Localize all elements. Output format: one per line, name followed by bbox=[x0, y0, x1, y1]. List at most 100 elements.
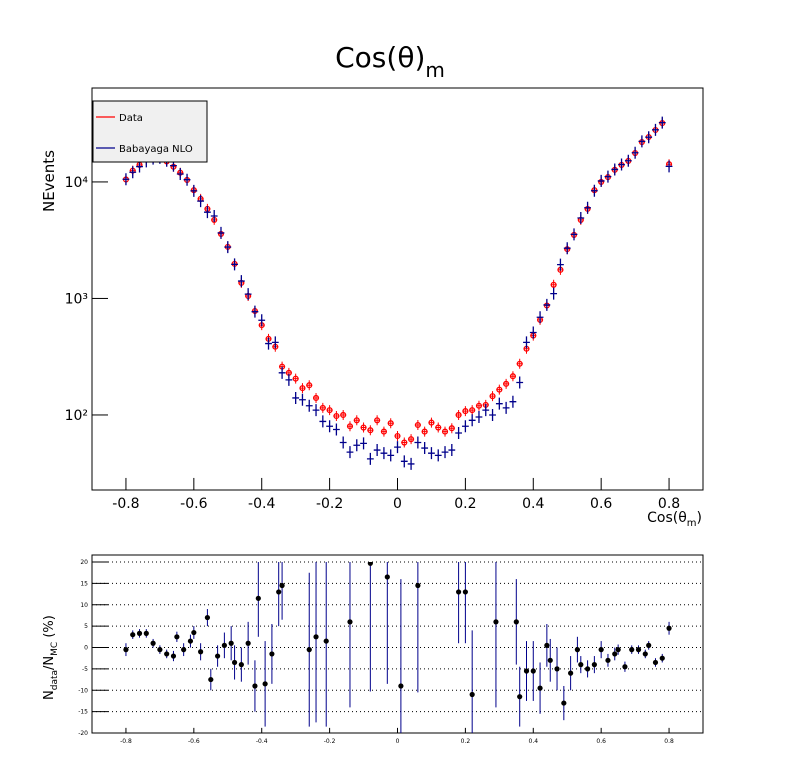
data-point bbox=[441, 428, 449, 435]
mc-point bbox=[176, 167, 184, 180]
title-subscript: m bbox=[425, 58, 444, 82]
ratio-point bbox=[136, 630, 143, 636]
title-text: Cos(θ) bbox=[335, 41, 425, 74]
mc-point bbox=[577, 212, 585, 225]
ratio-point bbox=[561, 700, 567, 706]
ratio-point bbox=[646, 642, 652, 648]
data-point bbox=[435, 424, 442, 431]
ratio-point bbox=[544, 642, 550, 648]
ratio-point bbox=[659, 655, 665, 661]
y-axis-label: NEvents bbox=[40, 150, 58, 212]
mc-point bbox=[326, 420, 334, 433]
y-tick-label: 5 bbox=[84, 623, 88, 630]
x-tick-label: -0.4 bbox=[256, 738, 268, 745]
ratio-point bbox=[279, 582, 285, 589]
ratio-point bbox=[493, 619, 499, 625]
mc-point bbox=[346, 446, 354, 459]
mc-point bbox=[210, 210, 218, 223]
mc-point bbox=[665, 160, 673, 173]
mc-point bbox=[461, 420, 469, 433]
mc-point bbox=[305, 399, 313, 412]
data-point bbox=[550, 281, 557, 288]
mc-point bbox=[557, 258, 564, 271]
ratio-label-text: N bbox=[42, 690, 57, 700]
mc-point bbox=[400, 455, 408, 468]
ratio-point bbox=[622, 664, 628, 670]
ratio-y-axis-label: Ndata/NMC (%) bbox=[42, 615, 60, 700]
ratio-point bbox=[367, 562, 373, 566]
mc-point bbox=[536, 311, 544, 324]
data-point bbox=[380, 428, 387, 435]
data-point bbox=[401, 439, 408, 446]
ratio-point bbox=[462, 589, 468, 595]
data-point bbox=[503, 380, 510, 387]
data-point bbox=[340, 411, 347, 419]
ratio-point bbox=[537, 685, 543, 691]
mc-point bbox=[590, 184, 598, 197]
mc-point bbox=[563, 242, 571, 255]
mc-point bbox=[237, 275, 245, 288]
data-point bbox=[489, 393, 496, 400]
ratio-point bbox=[384, 574, 390, 580]
x-tick-label: -0.2 bbox=[324, 738, 336, 745]
ratio-point bbox=[143, 630, 149, 636]
mc-point bbox=[441, 446, 449, 459]
data-point bbox=[346, 423, 354, 430]
ratio-point bbox=[513, 619, 519, 625]
ratio-point bbox=[415, 582, 421, 589]
mc-point bbox=[244, 288, 252, 301]
chart-title: Cos(θ)m bbox=[335, 41, 445, 82]
mc-point bbox=[652, 123, 659, 136]
ratio-point bbox=[204, 614, 211, 621]
y-tick-label: 10 bbox=[80, 602, 88, 609]
mc-point bbox=[278, 366, 286, 379]
mc-point bbox=[319, 415, 327, 428]
data-point bbox=[360, 424, 367, 431]
plot-area bbox=[122, 116, 673, 470]
ratio-label-text: /N bbox=[42, 656, 57, 670]
ratio-point bbox=[238, 662, 244, 668]
x-axis-label: Cos(θm) bbox=[647, 510, 702, 529]
x-tick-label: -0.2 bbox=[316, 496, 343, 512]
mc-point bbox=[299, 393, 306, 406]
x-label-text: Cos(θ bbox=[647, 510, 687, 526]
mc-point bbox=[428, 447, 435, 460]
ratio-point bbox=[584, 666, 591, 672]
ratio-point bbox=[174, 634, 180, 640]
ratio-point bbox=[591, 662, 597, 668]
y-tick-label: -20 bbox=[78, 730, 88, 737]
y-tick-label: -10 bbox=[78, 687, 88, 694]
data-point bbox=[455, 411, 462, 419]
data-point bbox=[312, 394, 320, 401]
data-point bbox=[367, 427, 374, 434]
x-tick-label: -0.4 bbox=[248, 496, 275, 512]
legend-box bbox=[92, 100, 208, 163]
ratio-point bbox=[252, 683, 258, 689]
ratio-point bbox=[547, 657, 553, 663]
x-tick-label: -0.6 bbox=[188, 738, 200, 745]
y-tick-label: 15 bbox=[80, 580, 88, 587]
mc-point bbox=[550, 287, 558, 300]
mc-point bbox=[414, 436, 422, 449]
mc-point bbox=[136, 160, 143, 173]
mc-point bbox=[387, 449, 395, 462]
mc-point bbox=[339, 436, 347, 449]
ratio-point bbox=[642, 651, 648, 657]
y-tick-label: -5 bbox=[82, 666, 88, 673]
mc-point bbox=[373, 444, 381, 457]
ratio-point bbox=[574, 647, 581, 653]
x-label-subscript: m bbox=[687, 518, 697, 529]
mc-point bbox=[366, 452, 374, 465]
mc-point bbox=[604, 170, 612, 183]
y-tick-label: 0 bbox=[84, 645, 88, 652]
data-point bbox=[462, 408, 469, 415]
mc-point bbox=[190, 184, 198, 197]
data-point bbox=[306, 382, 313, 389]
mc-point bbox=[353, 439, 361, 452]
mc-point bbox=[285, 373, 293, 386]
ratio-point bbox=[517, 694, 523, 700]
data-point bbox=[374, 417, 381, 424]
mc-point bbox=[448, 444, 456, 457]
mc-point bbox=[475, 411, 483, 424]
